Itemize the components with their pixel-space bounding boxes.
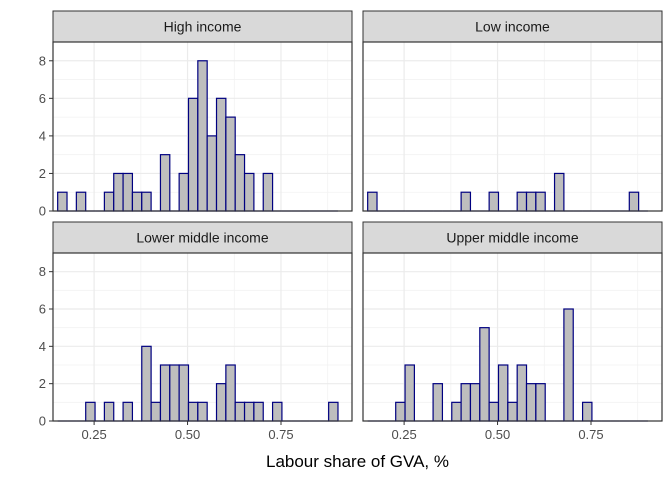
panel-low-income-bar <box>628 191 640 212</box>
panel-low-income-bar <box>553 172 565 212</box>
panel-lower-middle-income-bar <box>150 401 162 422</box>
panel-high-income-bar <box>262 172 274 212</box>
panel-lower-middle-income-y-tick-label: 0 <box>39 414 46 429</box>
panel-lower-middle-income-border <box>52 252 353 422</box>
panel-lower-middle-income-bar <box>215 383 227 422</box>
panel-lower-middle-income-bar <box>271 401 283 422</box>
panel-lower-middle-income-y-tick-label: 2 <box>39 376 46 391</box>
panel-low-income-bar <box>488 191 500 212</box>
panel-high-income-bar <box>197 60 208 212</box>
panel-high-income-border <box>52 41 353 212</box>
panel-high-income-bar <box>159 154 171 212</box>
panel-high-income-bar <box>103 191 115 212</box>
panel-lower-middle-income-bar <box>234 401 246 422</box>
panel-low-income-background <box>363 42 662 211</box>
panel-lower-middle-income-bar <box>328 401 339 422</box>
panel-high-income-bar <box>187 97 199 212</box>
panel-upper-middle-income-strip <box>362 221 663 254</box>
panel-lower-middle-income-bar <box>159 364 171 422</box>
panel-high-income-y-tick-label: 2 <box>39 166 46 181</box>
panel-lower-middle-income-bar <box>141 345 152 422</box>
panel-high-income-bar <box>178 172 190 212</box>
panel-high-income-bar <box>215 97 227 212</box>
panel-lower-middle-income-strip <box>52 221 353 254</box>
panel-high-income-y-tick-label: 4 <box>39 128 46 143</box>
panel-lower-middle-income-bar <box>122 401 134 422</box>
panel-high-income-bar <box>234 154 246 212</box>
panel-low-income-border <box>362 41 663 212</box>
panel-upper-middle-income-bar <box>535 383 546 422</box>
panel-lower-middle-income-strip-label: Lower middle income <box>136 230 268 246</box>
panel-low-income-bar <box>367 191 378 212</box>
panel-upper-middle-income-bar <box>404 364 415 422</box>
panel-upper-middle-income-bar <box>563 308 574 422</box>
panel-upper-middle-income-bar <box>507 401 518 422</box>
panel-high-income-y-tick-label: 6 <box>39 91 46 106</box>
panel-upper-middle-income-strip-label: Upper middle income <box>446 230 578 246</box>
panel-lower-middle-income-y-tick-label: 4 <box>39 339 46 354</box>
panel-high-income-bar <box>225 116 236 212</box>
panel-high-income-y-tick-label: 8 <box>39 53 46 68</box>
panel-low-income-bar <box>525 191 537 212</box>
panel-lower-middle-income-bar <box>243 401 255 422</box>
panel-low-income-strip-label: Low income <box>475 19 550 35</box>
panel-lower-middle-income-x-tick-label: 0.50 <box>175 427 200 442</box>
panel-upper-middle-income-bar <box>460 383 472 422</box>
panel-high-income-strip-label: High income <box>164 19 242 35</box>
panel-lower-middle-income-bar <box>187 401 199 422</box>
panel-lower-middle-income-bar <box>85 401 96 422</box>
panel-lower-middle-income-x-tick-label: 0.25 <box>81 427 106 442</box>
panel-lower-middle-income-bar <box>197 401 208 422</box>
panel-high-income-strip <box>52 10 353 43</box>
panel-high-income-bar <box>113 172 124 212</box>
panel-upper-middle-income-bar <box>432 383 444 422</box>
panel-high-income-bar <box>206 135 218 212</box>
panel-lower-middle-income-x-tick-label: 0.75 <box>268 427 293 442</box>
panel-high-income-bar <box>57 191 68 212</box>
panel-lower-middle-income-bar <box>253 401 264 422</box>
panel-lower-middle-income-bar <box>178 364 190 422</box>
panel-low-income-bar <box>535 191 546 212</box>
panel-high-income-bar <box>122 172 134 212</box>
panel-upper-middle-income-bar <box>581 401 593 422</box>
panel-upper-middle-income-bar <box>525 383 537 422</box>
panel-low-income-bar <box>460 191 472 212</box>
panel-high-income-bar <box>141 191 152 212</box>
panel-upper-middle-income-bar <box>516 364 528 422</box>
panel-lower-middle-income-y-tick-label: 8 <box>39 264 46 279</box>
panel-high-income-bar <box>131 191 143 212</box>
panel-upper-middle-income-border <box>362 252 663 422</box>
panel-low-income-bar <box>516 191 528 212</box>
panel-high-income-bar <box>243 172 255 212</box>
panel-upper-middle-income-bar <box>479 327 490 422</box>
panel-upper-middle-income-x-tick-label: 0.75 <box>578 427 603 442</box>
panel-high-income-bar <box>75 191 87 212</box>
panel-upper-middle-income-bar <box>395 401 406 422</box>
panel-upper-middle-income-x-tick-label: 0.50 <box>485 427 510 442</box>
panel-upper-middle-income-bar <box>451 401 462 422</box>
panel-upper-middle-income-bar <box>488 401 500 422</box>
panel-high-income-y-tick-label: 0 <box>39 204 46 219</box>
panel-upper-middle-income-bar <box>497 364 509 422</box>
panel-lower-middle-income-bar <box>169 364 180 422</box>
panel-lower-middle-income-y-tick-label: 6 <box>39 302 46 317</box>
panel-lower-middle-income-bar <box>225 364 236 422</box>
panel-upper-middle-income-bar <box>469 383 481 422</box>
panel-lower-middle-income-bar <box>103 401 115 422</box>
panel-upper-middle-income-x-tick-label: 0.25 <box>391 427 416 442</box>
panel-lower-middle-income-background <box>53 253 352 421</box>
x-axis-title: Labour share of GVA, % <box>266 452 449 471</box>
